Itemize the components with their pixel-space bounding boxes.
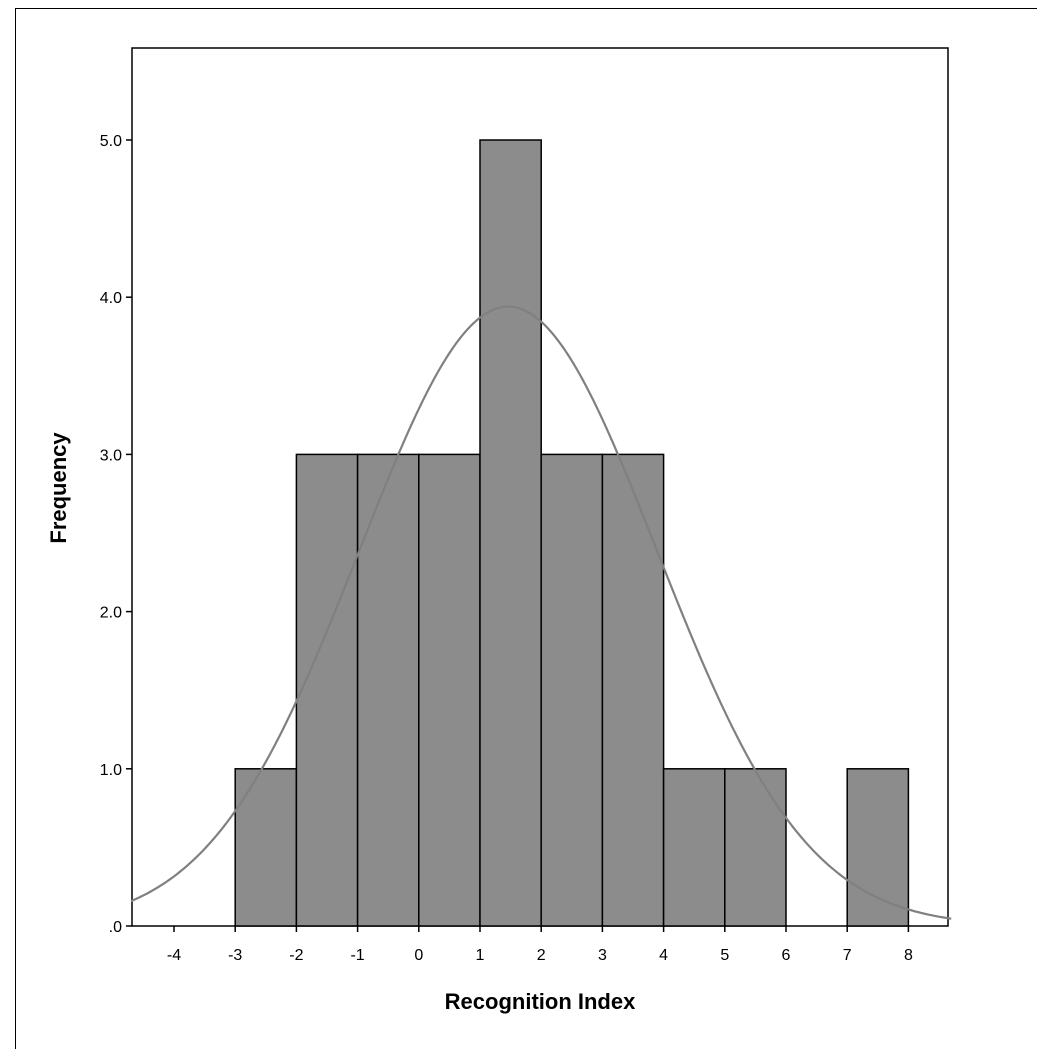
x-tick-label: 0 <box>414 947 423 964</box>
y-tick-label: 5.0 <box>100 133 122 150</box>
x-axis-title: Recognition Index <box>445 989 636 1014</box>
histogram-bar <box>234 768 298 927</box>
x-tick-label: -3 <box>228 947 242 964</box>
y-tick-label: .0 <box>109 919 122 936</box>
y-tick-label: 4.0 <box>100 290 122 307</box>
y-tick-label: 2.0 <box>100 605 122 622</box>
x-tick-label: 2 <box>537 947 546 964</box>
y-axis-title: Frequency <box>46 432 71 544</box>
histogram-bar <box>540 453 604 927</box>
x-tick-label: 1 <box>476 947 485 964</box>
histogram-bar <box>846 768 910 927</box>
x-tick-label: 7 <box>843 947 852 964</box>
x-tick-label: 3 <box>598 947 607 964</box>
x-tick-label: 5 <box>720 947 729 964</box>
histogram-bar <box>662 768 726 927</box>
y-tick-label: 3.0 <box>100 447 122 464</box>
y-tick-label: 1.0 <box>100 762 122 779</box>
x-tick-label: -1 <box>350 947 364 964</box>
histogram-bar <box>356 453 420 927</box>
histogram-bar <box>479 139 542 927</box>
histogram-bar <box>724 768 787 927</box>
histogram-bar <box>295 453 359 927</box>
x-tick-label: 4 <box>659 947 668 964</box>
x-tick-label: 6 <box>782 947 791 964</box>
x-tick-label: -2 <box>289 947 303 964</box>
histogram-bar <box>418 453 481 927</box>
x-tick-label: -4 <box>167 947 181 964</box>
normal-curve <box>130 305 952 920</box>
histogram-bar <box>601 453 665 927</box>
x-tick-label: 8 <box>904 947 913 964</box>
